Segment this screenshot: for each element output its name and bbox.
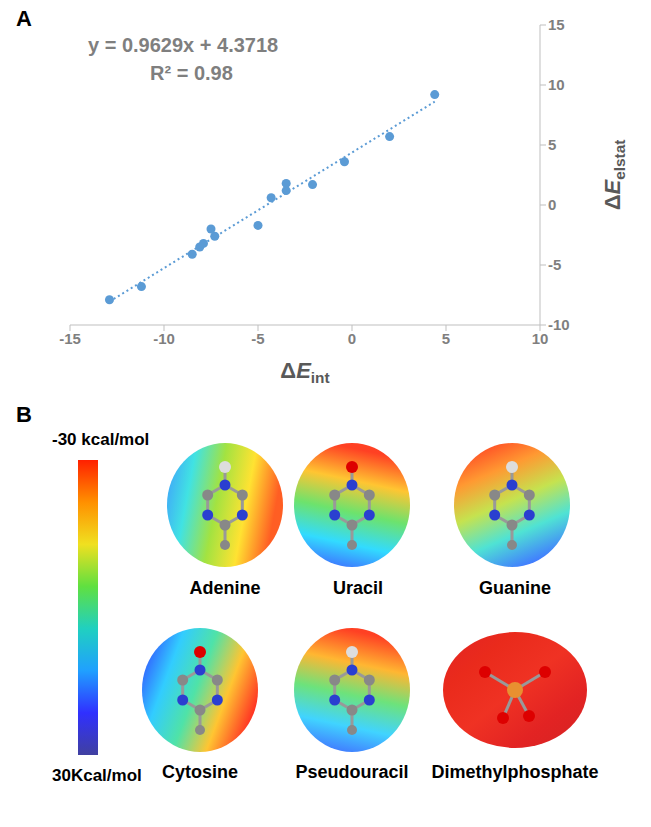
html-text:Δ: Δ (600, 194, 625, 211)
svg-text:-10: -10 (153, 330, 175, 347)
svg-text:15: 15 (548, 16, 565, 33)
svg-text:10: 10 (548, 76, 565, 93)
html-text:elstat: elstat (611, 139, 629, 180)
svg-text:10: 10 (532, 330, 549, 347)
html-text:Cytosine: Cytosine (162, 762, 238, 782)
svg-text:-5: -5 (251, 330, 264, 347)
html-text:A: A (16, 6, 32, 31)
html-text:Dimethylphosphate: Dimethylphosphate (431, 762, 599, 782)
html-text:Δ Eint: Δ Eint (280, 358, 330, 387)
svg-text:-15: -15 (59, 330, 81, 347)
html-text:30Kcal/mol: 30Kcal/mol (52, 766, 142, 785)
html-text:Guanine: Guanine (479, 578, 551, 598)
html-text:E: E (600, 179, 625, 195)
html-text:Pseudouracil: Pseudouracil (295, 762, 409, 782)
html-text:-30 kcal/mol: -30 kcal/mol (52, 430, 150, 449)
svg-text:5: 5 (442, 330, 450, 347)
html-text:Uracil: Uracil (333, 578, 383, 598)
svg-text:0: 0 (348, 330, 356, 347)
html-text:Adenine: Adenine (189, 578, 261, 598)
html-text:B: B (16, 402, 32, 427)
html-text:y = 0.9629x + 4.3718: y = 0.9629x + 4.3718 (88, 34, 279, 56)
svg-text:-5: -5 (548, 256, 561, 273)
html-text:R² = 0.98: R² = 0.98 (150, 62, 233, 84)
svg-text:5: 5 (548, 136, 556, 153)
svg-text:0: 0 (548, 196, 556, 213)
svg-text:-10: -10 (548, 316, 570, 333)
